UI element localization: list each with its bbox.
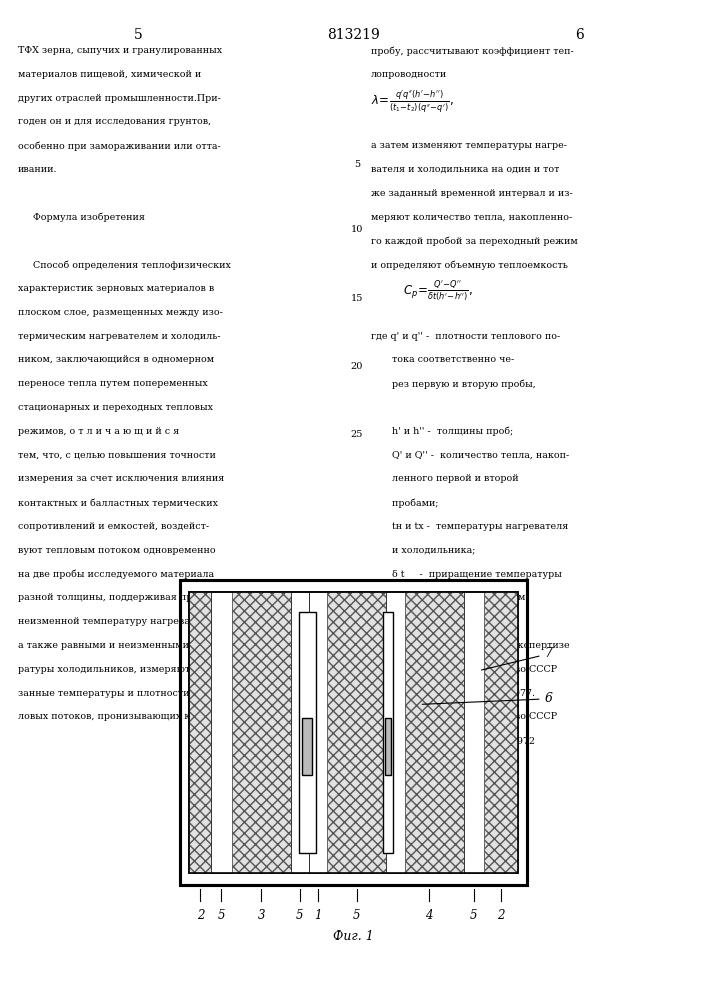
- Text: принятые во внимание при экспертизе: принятые во внимание при экспертизе: [371, 641, 570, 650]
- Bar: [484, 592, 518, 873]
- Text: режимов, о т л и ч а ю щ и й с я: режимов, о т л и ч а ю щ и й с я: [18, 427, 179, 436]
- Text: плоском слое, размещенных между изо-: плоском слое, размещенных между изо-: [18, 308, 223, 317]
- Text: 3: 3: [257, 909, 265, 922]
- Bar: [387, 592, 404, 873]
- Text: 4: 4: [425, 909, 433, 922]
- Text: меряют количество тепла, накопленно-: меряют количество тепла, накопленно-: [371, 213, 573, 222]
- Text: 15: 15: [351, 294, 363, 303]
- Bar: [299, 612, 315, 853]
- Text: $C_p\!=\!\frac{Q'\!-\!Q''}{\delta t(h'\!-\!h'')}$,: $C_p\!=\!\frac{Q'\!-\!Q''}{\delta t(h'\!…: [403, 279, 473, 304]
- Bar: [189, 592, 518, 873]
- Text: материалов пищевой, химической и: материалов пищевой, химической и: [18, 70, 201, 79]
- Text: рез первую и вторую пробы,: рез первую и вторую пробы,: [371, 379, 536, 389]
- Text: стационарных и переходных тепловых: стационарных и переходных тепловых: [18, 403, 213, 412]
- Bar: [303, 718, 312, 775]
- Text: занные температуры и плотности теп-: занные температуры и плотности теп-: [18, 689, 213, 698]
- Text: 5: 5: [134, 28, 142, 42]
- Text: Источники информации,: Источники информации,: [371, 617, 512, 626]
- Bar: [404, 592, 464, 873]
- Text: лопроводности: лопроводности: [371, 70, 448, 79]
- Bar: [383, 612, 393, 853]
- Text: Способ определения теплофизических: Способ определения теплофизических: [18, 260, 230, 270]
- Text: и холодильника;: и холодильника;: [371, 546, 476, 555]
- Text: же заданный временной интервал и из-: же заданный временной интервал и из-: [371, 189, 573, 198]
- Text: ловых потоков, пронизывающих каждую: ловых потоков, пронизывающих каждую: [18, 712, 224, 721]
- Text: 1: 1: [314, 909, 322, 922]
- Text: вателя и холодильника на один и тот: вателя и холодильника на один и тот: [371, 165, 559, 174]
- Text: термическим нагревателем и холодиль-: термическим нагревателем и холодиль-: [18, 332, 221, 341]
- Text: других отраслей промышленности.При-: других отраслей промышленности.При-: [18, 94, 221, 103]
- Text: 1. Авторское свидетельство СССР: 1. Авторское свидетельство СССР: [371, 665, 557, 674]
- Text: а также равными и неизменными темпе-: а также равными и неизменными темпе-: [18, 641, 225, 650]
- Text: Формула изобретения: Формула изобретения: [18, 213, 145, 222]
- Bar: [385, 718, 392, 775]
- Text: Q' и Q'' -  количество тепла, накоп-: Q' и Q'' - количество тепла, накоп-: [371, 451, 569, 460]
- Bar: [327, 592, 387, 873]
- Text: и определяют объемную теплоемкость: и определяют объемную теплоемкость: [371, 260, 568, 270]
- Text: а затем изменяют температуры нагре-: а затем изменяют температуры нагре-: [371, 141, 567, 150]
- Text: 6: 6: [422, 692, 553, 705]
- Text: контактных и балластных термических: контактных и балластных термических: [18, 498, 218, 508]
- Text: 5: 5: [218, 909, 225, 922]
- Text: 5: 5: [296, 909, 303, 922]
- Text: 25: 25: [351, 430, 363, 439]
- Text: вуют тепловым потоком одновременно: вуют тепловым потоком одновременно: [18, 546, 216, 555]
- Bar: [309, 592, 327, 873]
- Text: h' и h'' -  толщины проб;: h' и h'' - толщины проб;: [371, 427, 513, 436]
- Bar: [189, 592, 211, 873]
- Text: на две пробы исследуемого материала: на две пробы исследуемого материала: [18, 570, 214, 579]
- Text: 20: 20: [351, 362, 363, 371]
- Text: переносе тепла путем попеременных: переносе тепла путем попеременных: [18, 379, 207, 388]
- Text: ТФХ зерна, сыпучих и гранулированных: ТФХ зерна, сыпучих и гранулированных: [18, 46, 222, 55]
- Text: 2. Авторское свидетельство СССР: 2. Авторское свидетельство СССР: [371, 712, 557, 721]
- Bar: [180, 580, 527, 885]
- Text: 6: 6: [575, 28, 584, 42]
- Text: неизменной температуру нагревателя,: неизменной температуру нагревателя,: [18, 617, 216, 626]
- Text: тока соответственно че-: тока соответственно че-: [371, 355, 515, 364]
- Text: 5: 5: [470, 909, 477, 922]
- Text: 10: 10: [351, 225, 363, 234]
- Text: где q' и q'' -  плотности теплового по-: где q' и q'' - плотности теплового по-: [371, 332, 561, 341]
- Text: пробами;: пробами;: [371, 498, 438, 508]
- Text: (прототип).: (прототип).: [371, 760, 444, 769]
- Text: tн и tх -  температуры нагревателя: tн и tх - температуры нагревателя: [371, 522, 568, 531]
- Text: $\lambda\!=\!\frac{q'q''(h'\!-\!h'')}{(t_1\!-\!t_2)(q''\!-\!q')}$,: $\lambda\!=\!\frac{q'q''(h'\!-\!h'')}{(t…: [371, 89, 454, 115]
- Text: 5: 5: [353, 909, 361, 922]
- Text: 2: 2: [497, 909, 505, 922]
- Bar: [211, 592, 232, 873]
- Text: 813219: 813219: [327, 28, 380, 42]
- Text: δ t     -  приращение температуры: δ t - приращение температуры: [371, 570, 562, 579]
- Text: ленного первой и второй: ленного первой и второй: [371, 474, 519, 483]
- Text: разной толщины, поддерживая при этом: разной толщины, поддерживая при этом: [18, 593, 225, 602]
- Bar: [189, 592, 518, 873]
- Text: 5: 5: [354, 160, 360, 169]
- Text: го каждой пробой за переходный режим: го каждой пробой за переходный режим: [371, 236, 578, 246]
- Text: сопротивлений и емкостей, воздейст-: сопротивлений и емкостей, воздейст-: [18, 522, 209, 531]
- Text: 7: 7: [481, 647, 553, 670]
- Bar: [291, 592, 309, 873]
- Text: пробу, рассчитывают коэффициент теп-: пробу, рассчитывают коэффициент теп-: [371, 46, 574, 55]
- Text: № 347643  кл.G 01 N 25/18, 1972: № 347643 кл.G 01 N 25/18, 1972: [371, 736, 535, 745]
- Bar: [189, 592, 518, 873]
- Text: тем, что, с целью повышения точности: тем, что, с целью повышения точности: [18, 451, 216, 460]
- Text: за переходный режим.: за переходный режим.: [371, 593, 529, 602]
- Text: № 542945, кл.G 01 N 25/18,1977.: № 542945, кл.G 01 N 25/18,1977.: [371, 689, 535, 698]
- Text: ником, заключающийся в одномерном: ником, заключающийся в одномерном: [18, 355, 214, 364]
- Text: ивании.: ивании.: [18, 165, 57, 174]
- Text: Фиг. 1: Фиг. 1: [333, 930, 374, 943]
- Text: ратуры холодильников, измеряют ука-: ратуры холодильников, измеряют ука-: [18, 665, 214, 674]
- Text: измерения за счет исключения влияния: измерения за счет исключения влияния: [18, 474, 224, 483]
- Text: 2: 2: [197, 909, 204, 922]
- Text: характеристик зерновых материалов в: характеристик зерновых материалов в: [18, 284, 214, 293]
- Bar: [464, 592, 484, 873]
- Bar: [232, 592, 291, 873]
- Text: годен он и для исследования грунтов,: годен он и для исследования грунтов,: [18, 117, 211, 126]
- Bar: [180, 580, 527, 885]
- Text: особенно при замораживании или отта-: особенно при замораживании или отта-: [18, 141, 221, 151]
